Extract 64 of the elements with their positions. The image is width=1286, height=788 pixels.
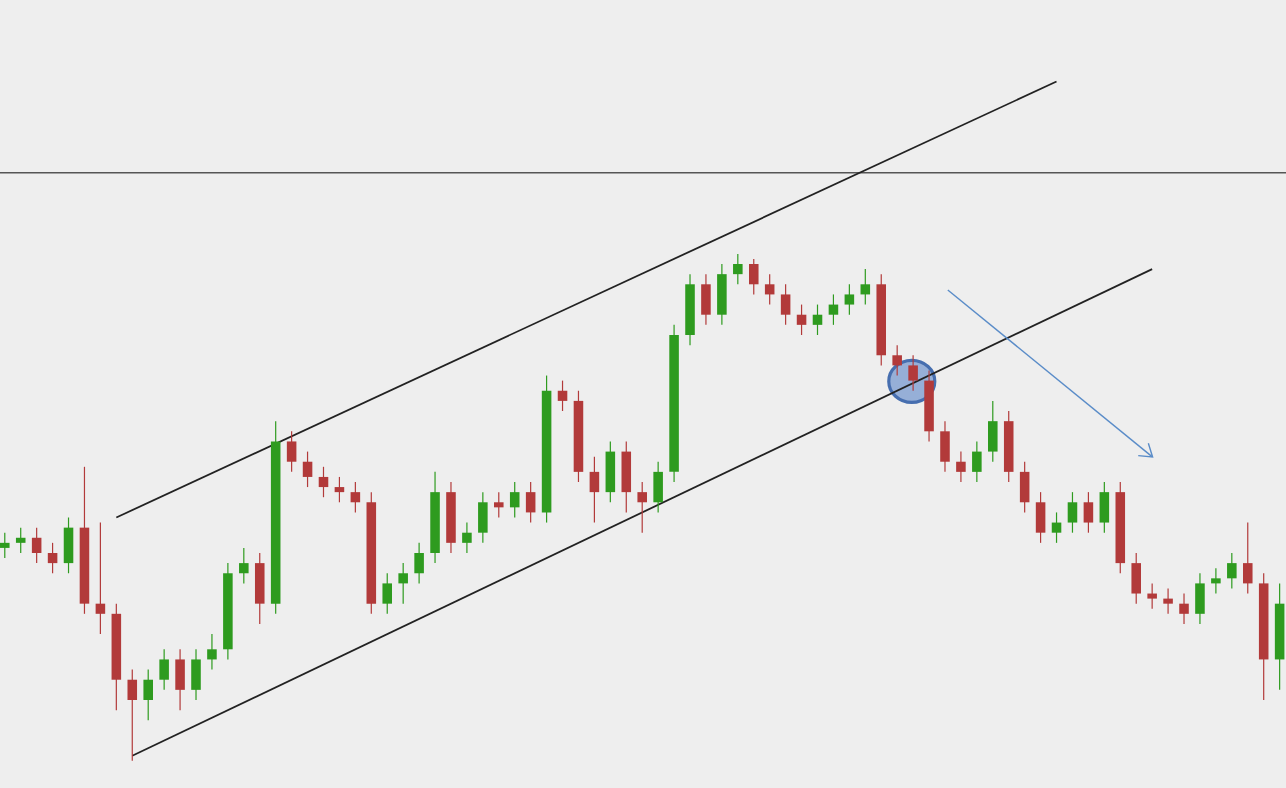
candlestick <box>286 430 297 473</box>
candlestick <box>972 440 982 483</box>
candlestick <box>860 268 871 306</box>
candlestick <box>796 303 807 336</box>
candlestick <box>525 481 536 524</box>
candlestick <box>398 562 408 605</box>
candlestick <box>605 440 616 503</box>
candlestick <box>1211 567 1221 595</box>
candlestick <box>1131 552 1141 605</box>
candlestick <box>637 481 647 534</box>
candlestick <box>47 542 58 574</box>
candlestick <box>653 461 663 514</box>
candlestick <box>350 481 361 514</box>
candlestick <box>175 648 185 711</box>
candlestick <box>892 344 902 377</box>
candlestick <box>828 293 839 326</box>
candlestick <box>0 532 10 559</box>
candlestick <box>494 491 504 519</box>
candlestick <box>764 273 775 306</box>
candlestick <box>844 283 855 316</box>
candlestick <box>95 521 106 635</box>
candlestick <box>414 542 424 584</box>
candlestick <box>1099 481 1110 534</box>
candlestick <box>1035 491 1046 544</box>
candlestick <box>1083 491 1094 534</box>
candlestick <box>31 527 42 564</box>
candlestick <box>1195 572 1205 625</box>
candlestick <box>589 456 600 524</box>
candlestick <box>302 450 313 488</box>
candlestick <box>239 547 249 584</box>
candlestick <box>143 668 153 721</box>
candlestick <box>318 466 329 498</box>
candlestick <box>701 273 711 326</box>
candlestick <box>621 440 632 514</box>
candlestick <box>1051 511 1062 544</box>
candlestick <box>15 527 26 554</box>
candlestick <box>254 552 265 625</box>
candlestick <box>1163 587 1173 615</box>
candlestick <box>1242 521 1253 595</box>
candlestick <box>1179 592 1189 625</box>
candlestick <box>478 491 488 544</box>
candlestick <box>557 380 568 412</box>
candlestick <box>812 303 823 336</box>
candlestick <box>780 283 791 326</box>
candlestick <box>1147 582 1157 610</box>
candlestick <box>1227 552 1237 590</box>
candlestick <box>191 648 201 701</box>
candlestick <box>159 648 169 691</box>
candlestick <box>127 668 138 762</box>
candlestick <box>1019 461 1030 514</box>
candlestick <box>956 450 966 483</box>
candlestick <box>509 481 520 519</box>
candlestick <box>63 516 74 574</box>
candlestick <box>382 572 393 615</box>
candlestick <box>940 420 950 473</box>
candlestick <box>207 633 217 671</box>
candlestick <box>462 521 472 554</box>
candlestick <box>988 400 998 463</box>
candlestick <box>748 258 759 296</box>
candlestick <box>334 476 345 503</box>
candlestick <box>733 253 743 285</box>
candlestick <box>1067 491 1078 534</box>
candlestick <box>717 263 727 326</box>
candlestick <box>908 354 918 392</box>
